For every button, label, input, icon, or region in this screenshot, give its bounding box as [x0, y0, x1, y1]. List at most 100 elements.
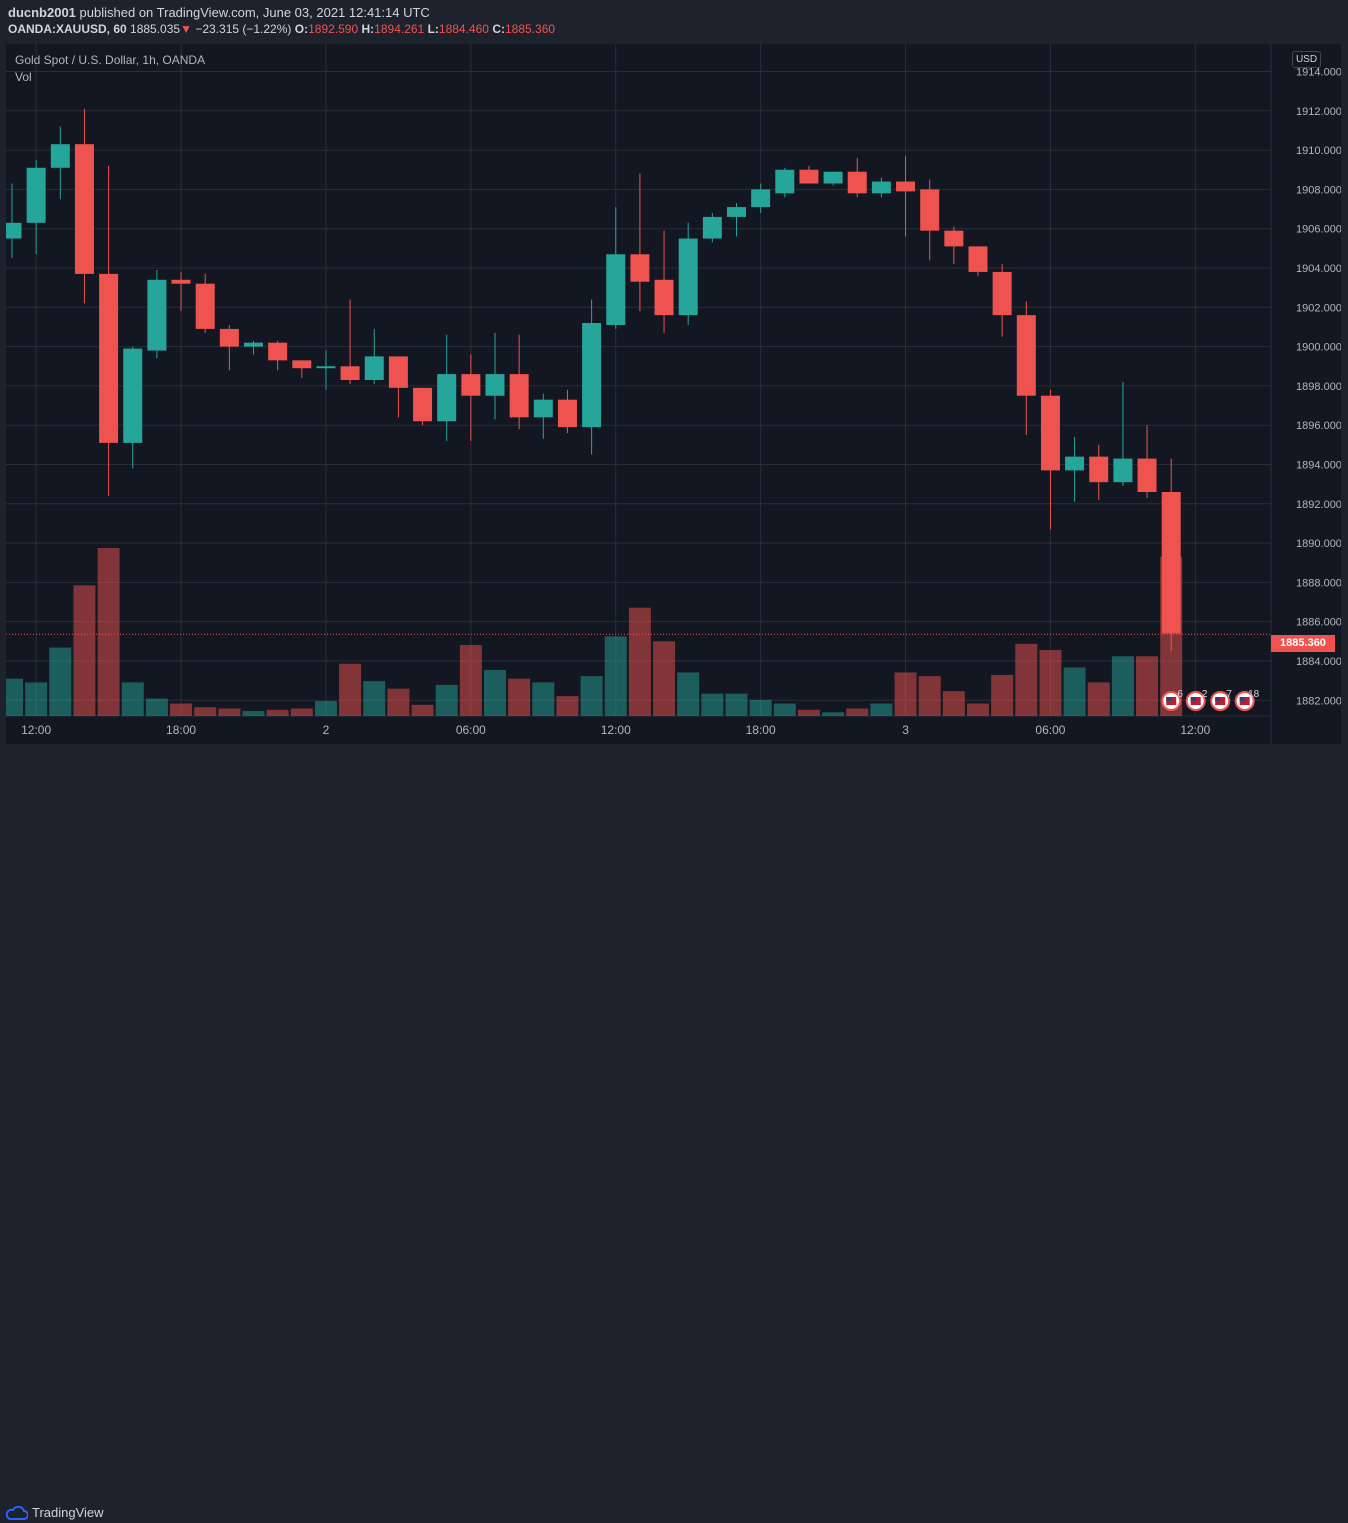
- volume-bar: [1087, 682, 1110, 716]
- x-tick-label: 18:00: [746, 723, 776, 737]
- candle-body[interactable]: [2, 222, 22, 239]
- tradingview-logo[interactable]: TradingView: [5, 1505, 104, 1520]
- brand-name: TradingView: [32, 1505, 104, 1520]
- y-tick-label: 1886.000: [1296, 617, 1341, 629]
- candle-body[interactable]: [847, 171, 867, 194]
- candle-body[interactable]: [630, 254, 650, 282]
- volume-bar: [967, 703, 989, 716]
- candle-body[interactable]: [1137, 458, 1157, 492]
- candle-body[interactable]: [171, 279, 191, 284]
- candle-body[interactable]: [147, 279, 167, 351]
- y-tick-label: 1890.000: [1296, 538, 1341, 550]
- x-tick-label: 2: [323, 723, 330, 737]
- y-tick-label: 1888.000: [1296, 577, 1341, 589]
- candle-body[interactable]: [292, 360, 312, 369]
- y-tick-label: 1894.000: [1296, 459, 1341, 471]
- volume-bar: [870, 703, 893, 716]
- high-value: 1894.261: [374, 22, 425, 36]
- candle-body[interactable]: [920, 189, 940, 231]
- candle-body[interactable]: [799, 169, 819, 184]
- candle-body[interactable]: [944, 230, 964, 247]
- candle-body[interactable]: [727, 207, 746, 217]
- candle-body[interactable]: [413, 387, 433, 422]
- candle-body[interactable]: [340, 366, 360, 380]
- volume-bar: [991, 674, 1014, 716]
- candle-body[interactable]: [195, 283, 215, 329]
- candle-body[interactable]: [99, 273, 119, 443]
- price-change: −23.315 (−1.22%): [195, 22, 292, 36]
- volume-bar: [749, 699, 772, 716]
- y-tick-label: 1912.000: [1296, 106, 1341, 118]
- candle-body[interactable]: [316, 366, 336, 369]
- candlestick-chart[interactable]: 1882.000 1884.000 1886.000 1888.000 1890.000…: [1, 44, 1342, 744]
- volume-bar: [411, 704, 434, 716]
- volume-bar: [725, 693, 748, 716]
- candle-body[interactable]: [751, 189, 771, 208]
- candle-body[interactable]: [557, 399, 577, 428]
- author-name[interactable]: ducnb2001: [8, 5, 76, 20]
- high-label: H:: [361, 22, 375, 36]
- volume-bar: [580, 676, 603, 716]
- event-count: 7: [1226, 689, 1232, 700]
- volume-bar: [145, 698, 168, 716]
- volume-bar: [604, 636, 627, 716]
- candle-body[interactable]: [1016, 315, 1036, 396]
- volume-bar: [218, 708, 241, 716]
- candle-body[interactable]: [775, 169, 795, 194]
- publish-info: ducnb2001 published on TradingView.com, …: [8, 5, 430, 20]
- x-tick-label: 3: [902, 723, 909, 737]
- x-tick-label: 06:00: [1035, 723, 1065, 737]
- candle-body[interactable]: [437, 374, 457, 422]
- candle-body[interactable]: [582, 323, 602, 428]
- candle-body[interactable]: [678, 238, 698, 316]
- volume-bar: [556, 696, 579, 716]
- volume-bar: [1039, 650, 1062, 716]
- candle-body[interactable]: [533, 399, 553, 418]
- volume-bar: [653, 641, 676, 716]
- candle-body[interactable]: [50, 144, 70, 168]
- y-tick-label: 1884.000: [1296, 656, 1341, 668]
- volume-bar: [435, 684, 458, 716]
- candle-body[interactable]: [509, 374, 529, 418]
- candle-body[interactable]: [364, 356, 384, 380]
- y-tick-label: 1896.000: [1296, 420, 1341, 432]
- candle-body[interactable]: [968, 246, 988, 272]
- down-arrow-icon: ▼: [180, 22, 192, 36]
- candle-body[interactable]: [992, 271, 1012, 316]
- candle-body[interactable]: [461, 374, 481, 396]
- candle-body[interactable]: [26, 167, 46, 223]
- candle-body[interactable]: [823, 171, 843, 184]
- currency-label[interactable]: USD: [1292, 51, 1321, 68]
- candle-body[interactable]: [896, 181, 916, 192]
- candle-body[interactable]: [123, 348, 143, 443]
- event-count: 6: [1177, 689, 1183, 700]
- last-price: 1885.035: [130, 22, 181, 36]
- candle-body[interactable]: [268, 342, 288, 361]
- volume-bar: [918, 676, 941, 716]
- candle-body[interactable]: [606, 254, 626, 325]
- candle-body[interactable]: [1040, 395, 1060, 471]
- candle-body[interactable]: [485, 374, 505, 396]
- y-tick-label: 1898.000: [1296, 381, 1341, 393]
- volume-bar: [628, 607, 651, 716]
- candle-body[interactable]: [702, 216, 722, 239]
- volume-bar: [894, 672, 917, 716]
- volume-bar: [508, 678, 531, 716]
- flag-canton: [1239, 697, 1245, 701]
- candle-body[interactable]: [1089, 456, 1109, 483]
- volume-bar: [942, 691, 965, 716]
- x-tick-label: 12:00: [1180, 723, 1210, 737]
- candle-body[interactable]: [1113, 458, 1133, 483]
- candle-body[interactable]: [871, 181, 891, 194]
- candle-body[interactable]: [219, 328, 239, 347]
- chart-area[interactable]: 1882.000 1884.000 1886.000 1888.000 1890.000…: [1, 44, 1342, 744]
- volume-bar: [846, 708, 869, 716]
- candle-body[interactable]: [1065, 456, 1085, 471]
- candle-body[interactable]: [244, 342, 263, 347]
- candle-body[interactable]: [1161, 492, 1181, 634]
- tradingview-cloud-icon: [5, 1505, 29, 1520]
- open-label: O:: [294, 22, 309, 36]
- candle-body[interactable]: [654, 279, 674, 316]
- candle-body[interactable]: [388, 356, 408, 388]
- candle-body[interactable]: [74, 144, 94, 274]
